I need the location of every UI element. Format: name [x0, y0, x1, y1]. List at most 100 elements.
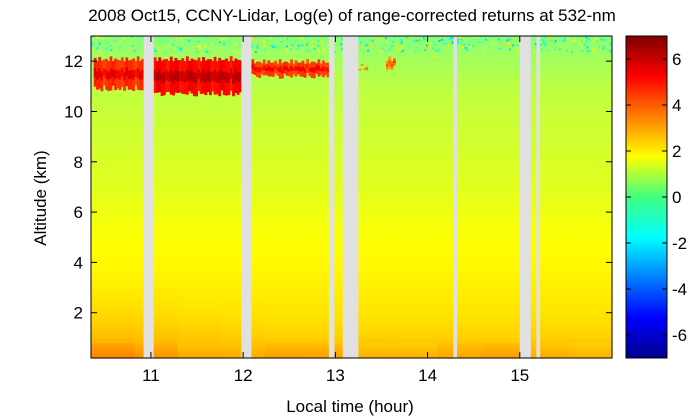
heatmap-cell — [438, 191, 483, 198]
cloud-core — [358, 69, 362, 70]
noise-pixel — [367, 49, 370, 52]
heatmap-cell — [264, 272, 309, 279]
heatmap-cell — [134, 277, 179, 284]
data-gap — [143, 36, 154, 358]
heatmap-cell — [438, 101, 483, 108]
heatmap-cell — [481, 222, 526, 228]
noise-pixel — [112, 38, 115, 41]
noise-pixel — [554, 40, 557, 43]
heatmap-cell — [134, 227, 179, 233]
noise-pixel — [373, 38, 376, 41]
heatmap-cell — [264, 332, 309, 339]
x-tick-label: 13 — [326, 366, 345, 385]
noise-pixel — [593, 49, 596, 52]
heatmap-cell — [438, 322, 483, 329]
heatmap-cell — [91, 121, 136, 128]
noise-pixel — [588, 39, 591, 42]
noise-pixel — [579, 42, 582, 45]
heatmap-cell — [481, 71, 526, 77]
heatmap-cell — [438, 292, 483, 299]
noise-pixel — [285, 45, 288, 48]
heatmap-cell — [568, 242, 613, 248]
heatmap-cell — [438, 176, 483, 183]
cloud-core — [136, 68, 140, 79]
noise-pixel — [442, 41, 444, 44]
heatmap-cell — [177, 91, 222, 97]
heatmap-cell — [394, 71, 439, 77]
heatmap-cell — [264, 106, 309, 113]
noise-pixel — [374, 36, 377, 39]
cloud-core — [317, 65, 321, 71]
cloud-core — [215, 72, 219, 83]
heatmap-cell — [264, 126, 309, 133]
colorbar: -6 -4 -2 0 2 4 6 — [625, 35, 687, 359]
heatmap-cell — [91, 101, 136, 108]
heatmap-cell — [177, 176, 222, 183]
heatmap-cell — [568, 156, 613, 163]
heatmap-cell — [134, 237, 179, 243]
cloud-core — [105, 69, 108, 79]
noise-pixel — [456, 46, 459, 49]
noise-pixel — [187, 36, 190, 39]
heatmap-cell — [481, 181, 526, 188]
heatmap-cell — [351, 297, 396, 304]
noise-pixel — [220, 40, 223, 43]
heatmap-cell — [394, 252, 439, 258]
noise-pixel — [604, 42, 607, 45]
heatmap-cell — [351, 352, 396, 359]
heatmap-cell — [264, 337, 309, 344]
cloud-core — [308, 67, 312, 72]
heatmap-cell — [525, 252, 570, 258]
heatmap-cell — [134, 106, 179, 113]
cloud-core — [179, 71, 182, 82]
heatmap-cell — [177, 141, 222, 148]
noise-pixel — [595, 37, 598, 40]
heatmap-cell — [394, 247, 439, 253]
noise-pixel — [133, 49, 136, 52]
noise-pixel — [399, 39, 402, 42]
heatmap-cell — [525, 207, 570, 213]
cloud-core — [114, 69, 117, 80]
noise-pixel — [322, 36, 325, 39]
cloud-core — [118, 70, 122, 80]
noise-pixel — [429, 42, 432, 45]
noise-pixel — [433, 43, 436, 46]
heatmap-cell — [481, 61, 526, 67]
noise-pixel — [608, 48, 611, 51]
noise-pixel — [283, 44, 286, 47]
cloud-layers — [93, 56, 440, 97]
noise-pixel — [235, 43, 238, 46]
heatmap-cell — [91, 272, 136, 279]
heatmap-cell — [394, 176, 439, 183]
cloud-core — [139, 71, 142, 80]
noise-pixel — [131, 36, 134, 39]
heatmap-cell — [91, 207, 136, 213]
noise-pixel — [570, 51, 573, 54]
heatmap-cell — [438, 181, 483, 188]
cloud-core — [287, 67, 291, 72]
heatmap-cell — [394, 156, 439, 163]
heatmap-cell — [351, 272, 396, 279]
heatmap-cell — [264, 257, 309, 264]
heatmap-cell — [177, 242, 222, 248]
noise-pixel — [402, 49, 405, 52]
heatmap-cell — [438, 327, 483, 334]
heatmap-cell — [91, 222, 136, 228]
heatmap-cell — [177, 257, 222, 264]
heatmap-cell — [481, 267, 526, 274]
heatmap-cell — [91, 277, 136, 284]
noise-pixel — [428, 45, 431, 47]
noise-pixel — [340, 43, 343, 46]
noise-pixel — [467, 42, 470, 45]
noise-pixel — [473, 43, 476, 46]
heatmap-cell — [91, 267, 136, 274]
cloud-core — [123, 71, 126, 81]
noise-pixel — [492, 40, 495, 43]
heatmap-cell — [525, 146, 570, 153]
heatmap-cell — [91, 141, 136, 148]
noise-pixel — [153, 47, 156, 50]
noise-pixel — [206, 50, 209, 53]
heatmap-cell — [351, 126, 396, 133]
heatmap-cell — [134, 156, 179, 163]
heatmap-cell — [134, 332, 179, 339]
